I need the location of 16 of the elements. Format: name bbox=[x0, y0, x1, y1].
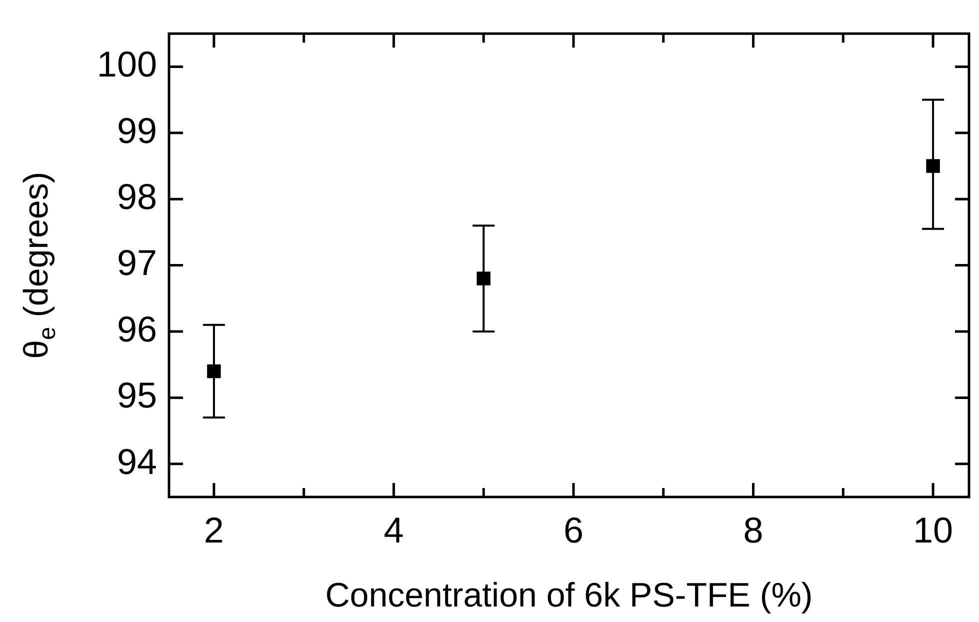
y-tick-label: 97 bbox=[116, 242, 157, 284]
x-tick-label: 4 bbox=[384, 510, 404, 551]
x-tick-label: 2 bbox=[204, 510, 224, 551]
y-tick-label: 100 bbox=[96, 44, 157, 85]
y-tick-label: 98 bbox=[116, 176, 157, 218]
x-tick-label: 6 bbox=[563, 510, 584, 551]
point bbox=[926, 159, 940, 173]
y-axis-title: θe (degrees) bbox=[17, 172, 61, 359]
x-tick-label: 8 bbox=[743, 510, 764, 551]
y-tick-label: 95 bbox=[116, 374, 157, 416]
y-tick-label: 94 bbox=[116, 440, 157, 482]
y-tick-label: 96 bbox=[116, 308, 157, 350]
point bbox=[476, 272, 490, 286]
x-tick-label: 10 bbox=[913, 510, 954, 551]
x-axis-title: Concentration of 6k PS-TFE (%) bbox=[325, 576, 813, 614]
y-tick-label: 99 bbox=[116, 110, 157, 151]
